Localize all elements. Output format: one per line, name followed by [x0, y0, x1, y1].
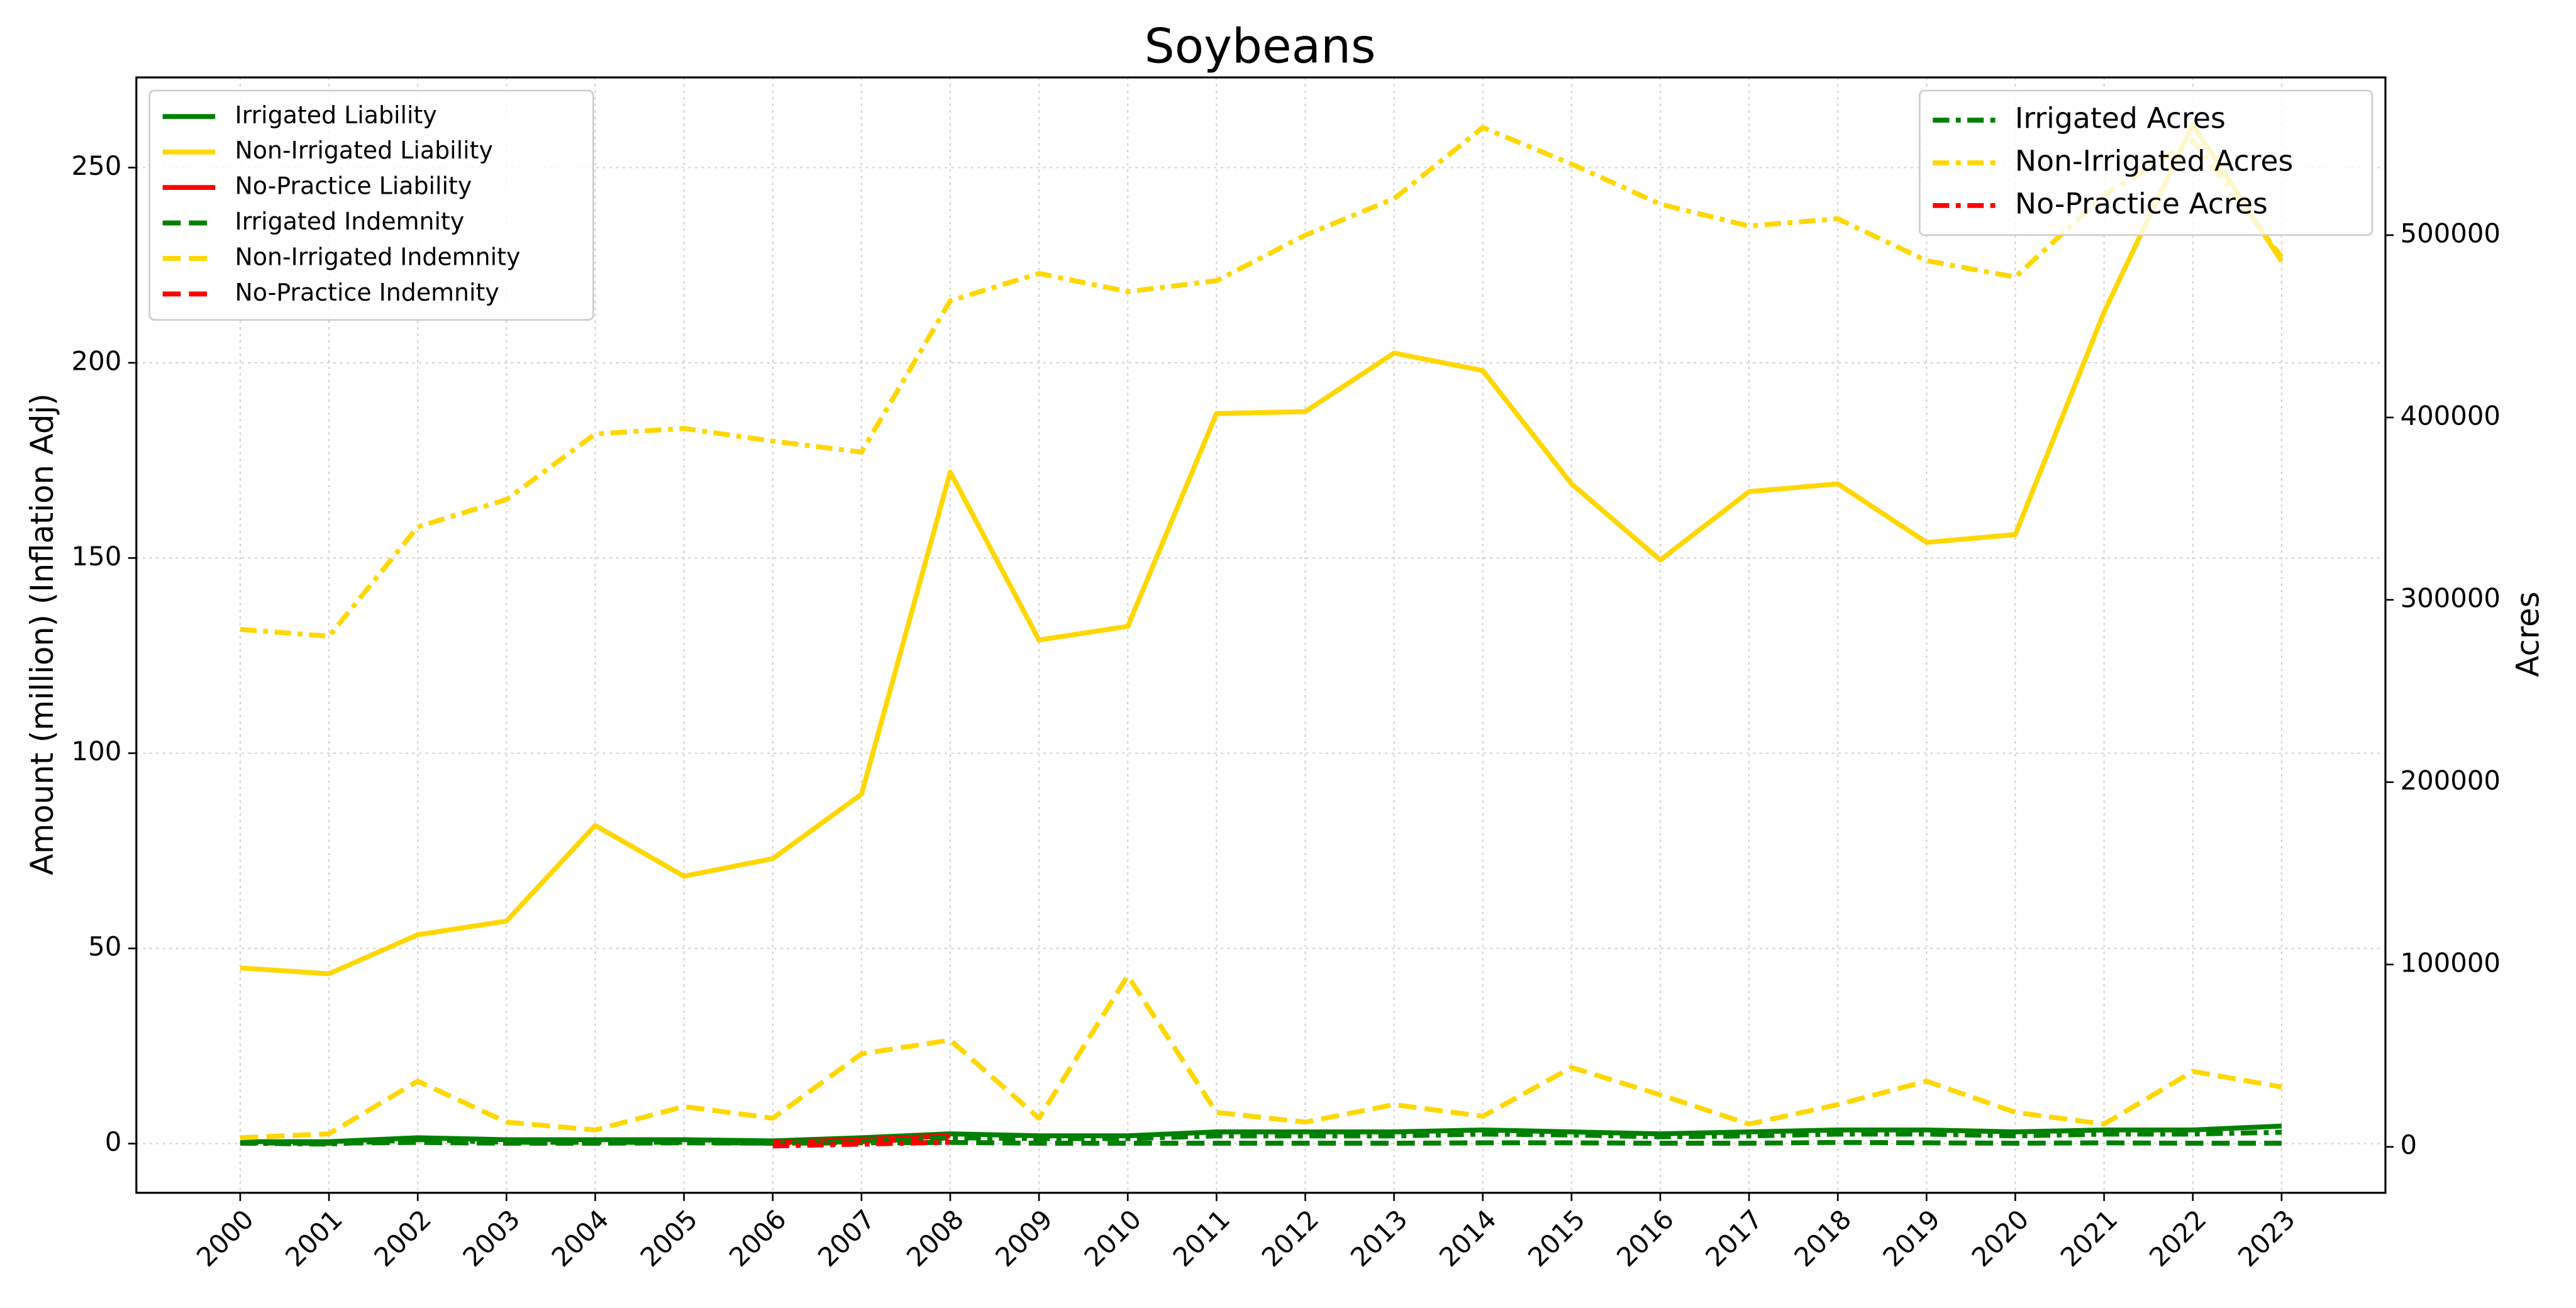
y2-tick-label: 300000: [2400, 582, 2501, 613]
x-tick-label: 2015: [1522, 1204, 1591, 1273]
line-series: [240, 125, 2284, 639]
x-tick-label: 2020: [1966, 1204, 2035, 1273]
line-series: [772, 1139, 951, 1149]
line-series: [240, 1129, 2282, 1147]
line-series: [240, 1123, 2282, 1144]
x-tick-label: 2012: [1255, 1204, 1324, 1273]
legend-label: Non-Irrigated Indemnity: [235, 243, 521, 270]
legend-label: Non-Irrigated Acres: [2015, 144, 2293, 177]
x-tick-label: 2010: [1078, 1204, 1147, 1273]
line-series: [240, 973, 2282, 1141]
x-tick-label: 2014: [1433, 1204, 1502, 1273]
legend-label: No-Practice Acres: [2015, 187, 2268, 220]
legend: Irrigated Acres Non-Irrigated Acres No-Pra…: [1919, 89, 2373, 236]
y2-tick-label: 100000: [2400, 947, 2501, 978]
plot-area: [240, 122, 2284, 1149]
y2-tick-label: 400000: [2400, 400, 2501, 431]
chart-title: Soybeans: [1145, 19, 1376, 74]
x-tick-label: 2018: [1788, 1204, 1857, 1273]
legend-label: No-Practice Liability: [235, 172, 472, 200]
legend-label: Irrigated Liability: [235, 101, 437, 129]
y2-tick-label: 500000: [2400, 218, 2501, 248]
x-tick-label: 2006: [723, 1204, 792, 1273]
x-tick-label: 2011: [1167, 1204, 1236, 1273]
x-tick-label: 2007: [812, 1204, 881, 1273]
x-tick-label: 2022: [2143, 1204, 2212, 1273]
x-tick-label: 2003: [457, 1204, 526, 1273]
y2-tick-label: 200000: [2400, 765, 2501, 795]
legend-label: Irrigated Indemnity: [235, 208, 465, 235]
legend-label: No-Practice Indemnity: [235, 279, 499, 306]
x-tick-label: 2008: [901, 1204, 970, 1273]
y2-axis-label: Acres: [2509, 592, 2546, 677]
legend-label: Non-Irrigated Liability: [235, 136, 493, 164]
y2-tick-label: 0: [2400, 1129, 2417, 1160]
legend-label: Irrigated Acres: [2015, 102, 2226, 135]
y-tick-label: 200: [72, 345, 122, 376]
line-series: [240, 122, 2284, 977]
legend-box: [148, 89, 594, 321]
x-tick-label: 2016: [1611, 1204, 1680, 1273]
y-tick-label: 100: [72, 736, 122, 767]
legends: Irrigated Liability Non-Irrigated Liabili…: [148, 89, 2373, 321]
x-tick-label: 2005: [635, 1204, 704, 1273]
y-tick-label: 50: [88, 931, 121, 962]
x-tick-label: 2009: [989, 1204, 1058, 1273]
y-axis-label: Amount (million) (Inflation Adj): [24, 394, 60, 875]
x-tick-label: 2023: [2232, 1204, 2301, 1273]
y-tick-label: 150: [72, 541, 122, 572]
y-tick-label: 250: [72, 150, 122, 181]
x-tick-label: 2004: [545, 1204, 614, 1273]
x-tick-label: 2013: [1345, 1204, 1414, 1273]
x-tick-label: 2017: [1699, 1204, 1768, 1273]
legend: Irrigated Liability Non-Irrigated Liabili…: [148, 89, 594, 321]
x-tick-label: 2019: [1877, 1204, 1946, 1273]
axes-frame: [135, 76, 2387, 1194]
x-tick-label: 2021: [2055, 1204, 2124, 1273]
x-tick-label: 2002: [368, 1204, 437, 1273]
x-tick-label: 2001: [279, 1204, 348, 1273]
y-tick-label: 0: [105, 1126, 122, 1157]
x-tick-label: 2000: [191, 1204, 260, 1273]
legend-box: [1919, 89, 2373, 236]
